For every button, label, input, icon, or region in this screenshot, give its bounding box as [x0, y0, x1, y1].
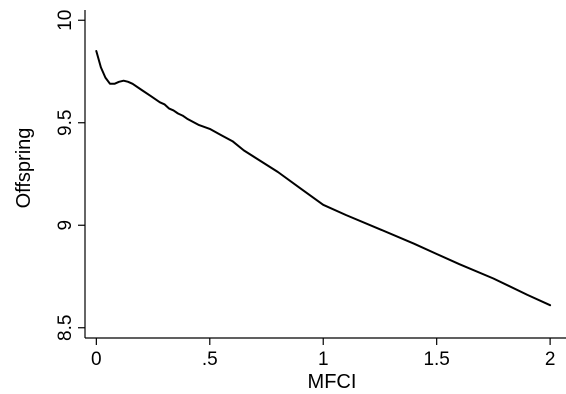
x-tick-label: 0: [91, 349, 102, 370]
x-axis-title: MFCI: [308, 371, 357, 393]
x-axis-ticks: 0 .5 1 1.5 2: [91, 338, 555, 370]
y-tick-label: 9.5: [55, 110, 76, 136]
plot-area: [84, 10, 566, 339]
series-layer: [95, 50, 552, 307]
y-axis-title: Offspring: [13, 128, 35, 209]
y-tick-label: 10: [55, 10, 76, 31]
x-tick-label: 1.5: [423, 349, 449, 370]
x-tick-label: .5: [202, 349, 218, 370]
y-tick-label: 9: [55, 220, 76, 231]
y-tick-label: 8.5: [55, 315, 76, 341]
x-tick-label: 1: [318, 349, 329, 370]
x-tick-label: 2: [545, 349, 556, 370]
y-axis-ticks: 8.5 9 9.5 10: [55, 10, 85, 341]
series-line-0: [95, 50, 552, 307]
